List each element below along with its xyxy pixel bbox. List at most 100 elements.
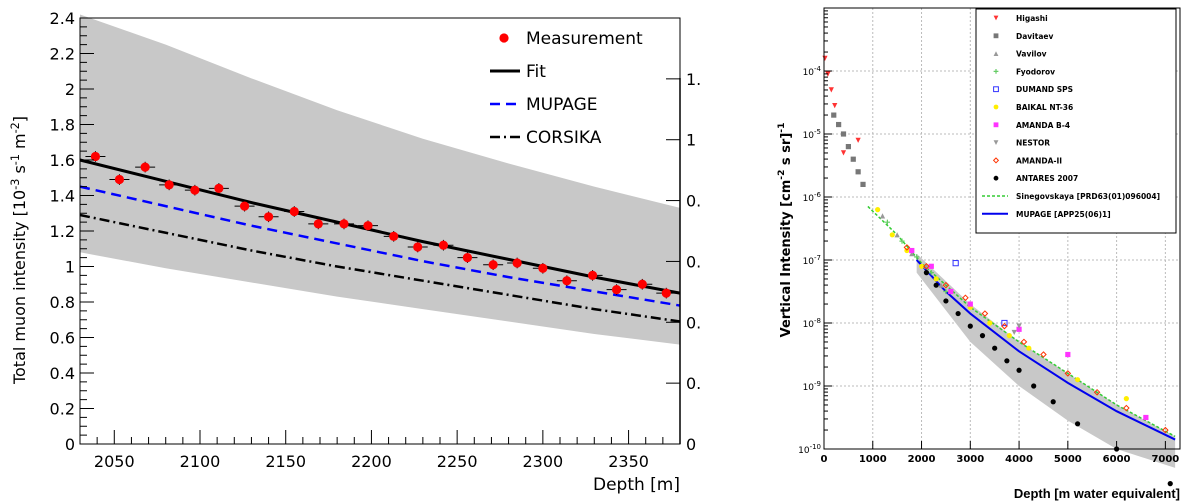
y-tick-label: 1.2 <box>50 222 75 241</box>
left-measurement-points <box>85 151 677 299</box>
marker <box>1040 351 1047 358</box>
x-tick-label: 2100 <box>180 452 221 471</box>
right-shaded-band <box>916 253 1176 468</box>
marker <box>993 86 999 93</box>
right-x-axis-label: Depth [m water equivalent] <box>1014 486 1180 501</box>
marker <box>1001 319 1008 327</box>
legend-label: Sinegovskaya [PRD63(01)096004] <box>1016 192 1160 201</box>
measurement-marker <box>413 242 423 252</box>
measurement-point <box>184 184 205 196</box>
marker <box>1016 367 1022 373</box>
legend-label: CORSIKA <box>526 128 602 148</box>
measurement-marker <box>538 263 548 273</box>
marker <box>840 150 847 156</box>
measurement-point <box>159 179 180 191</box>
marker <box>993 15 999 21</box>
y-tick-label: 2.4 <box>50 9 75 28</box>
measurement-marker <box>488 260 498 270</box>
marker <box>938 282 944 288</box>
measurement-point <box>334 218 354 230</box>
x-tick-label: 0 <box>821 454 828 465</box>
marker <box>993 33 999 39</box>
measurement-point <box>483 259 504 271</box>
x-tick-label: 3000 <box>956 454 984 465</box>
y-tick-label: 0.6 <box>50 329 75 348</box>
measurement-marker <box>164 180 174 190</box>
measurement-marker <box>214 183 224 193</box>
y-tick-label: 10-8 <box>803 317 821 330</box>
x-tick-label: 2000 <box>908 454 936 465</box>
legend-label: Higashi <box>1016 14 1048 23</box>
measurement-point <box>507 257 528 269</box>
measurement-marker <box>339 219 349 229</box>
marker <box>909 247 915 254</box>
marker <box>899 238 905 244</box>
marker <box>914 254 920 260</box>
marker <box>993 51 999 56</box>
measurement-point <box>556 275 577 287</box>
marker <box>894 232 900 238</box>
y-tick-label: 0.4 <box>50 364 75 383</box>
measurement-point <box>109 174 130 185</box>
right-chart: 0 1000 2000 3000 4000 5000 6000 7000 10-10 10-9 10… <box>777 7 1181 501</box>
y2-tick-label: 0.2 <box>686 374 700 393</box>
marker <box>845 144 851 150</box>
marker <box>923 262 930 270</box>
x-tick-label: 7000 <box>1151 454 1179 465</box>
marker <box>993 175 999 181</box>
corsika-curve <box>79 213 681 323</box>
marker <box>928 270 934 276</box>
x-tick-label: 2150 <box>265 452 306 471</box>
marker <box>1016 326 1022 332</box>
legend-label: Fit <box>526 62 546 82</box>
x-tick-label: 2350 <box>608 452 649 471</box>
legend-entry: Vavilov <box>993 50 1047 59</box>
y-tick-label: 2 <box>65 80 75 99</box>
marker <box>822 55 828 61</box>
marker <box>933 276 939 282</box>
legend-label: NESTOR <box>1016 139 1050 148</box>
x-tick-label: 6000 <box>1103 454 1131 465</box>
marker <box>993 69 999 74</box>
legend-label: Fyodorov <box>1016 67 1055 76</box>
legend-entry: BAIKAL NT-36 <box>993 103 1073 112</box>
marker <box>832 103 838 109</box>
y-tick-label: 1.6 <box>50 151 75 170</box>
legend-label: Davitaev <box>1016 32 1053 41</box>
marker <box>1065 351 1071 358</box>
measurement-point <box>85 151 106 162</box>
marker <box>889 232 895 238</box>
marker <box>1006 333 1012 339</box>
measurement-marker <box>140 162 150 172</box>
mupage-app25-06-1-curve <box>915 259 1176 441</box>
marker <box>1064 370 1072 377</box>
marker <box>962 294 969 302</box>
y-tick-label: 10-9 <box>803 380 821 393</box>
marker <box>1123 404 1130 412</box>
measurement-marker <box>661 288 671 298</box>
measurement-point <box>632 278 653 290</box>
legend-entry: Measurement <box>499 29 643 49</box>
y-tick-label: 0.8 <box>50 293 75 312</box>
marker <box>909 251 915 257</box>
x-tick-label: 1000 <box>859 454 887 465</box>
measurement-marker <box>462 253 473 263</box>
left-chart: 0 0.2 0.4 0.6 0.8 1 1.2 1.4 1.6 1.8 2 2.2 2.4 2050 210… <box>9 9 700 495</box>
y-tick-label: 10-7 <box>803 254 821 267</box>
measurement-marker <box>263 212 274 222</box>
y-tick-label: 1 <box>65 258 75 277</box>
y-tick-label: 10-6 <box>803 191 822 204</box>
nestor-points <box>1011 323 1022 336</box>
measurement-marker <box>114 174 125 185</box>
marker <box>992 157 1000 164</box>
x-tick-label: 2200 <box>351 452 392 471</box>
legend-entry: ANTARES 2007 <box>993 174 1078 183</box>
left-axes: 0 0.2 0.4 0.6 0.8 1 1.2 1.4 1.6 1.8 2 2.2 2.4 2050 210… <box>50 9 700 471</box>
mupage-curve <box>79 185 681 307</box>
marker <box>979 333 986 339</box>
measurement-marker <box>512 258 522 268</box>
davitaev-points <box>831 112 866 187</box>
marker <box>1050 399 1056 405</box>
marker <box>1016 323 1022 329</box>
legend-label: AMANDA B-4 <box>1016 121 1070 130</box>
